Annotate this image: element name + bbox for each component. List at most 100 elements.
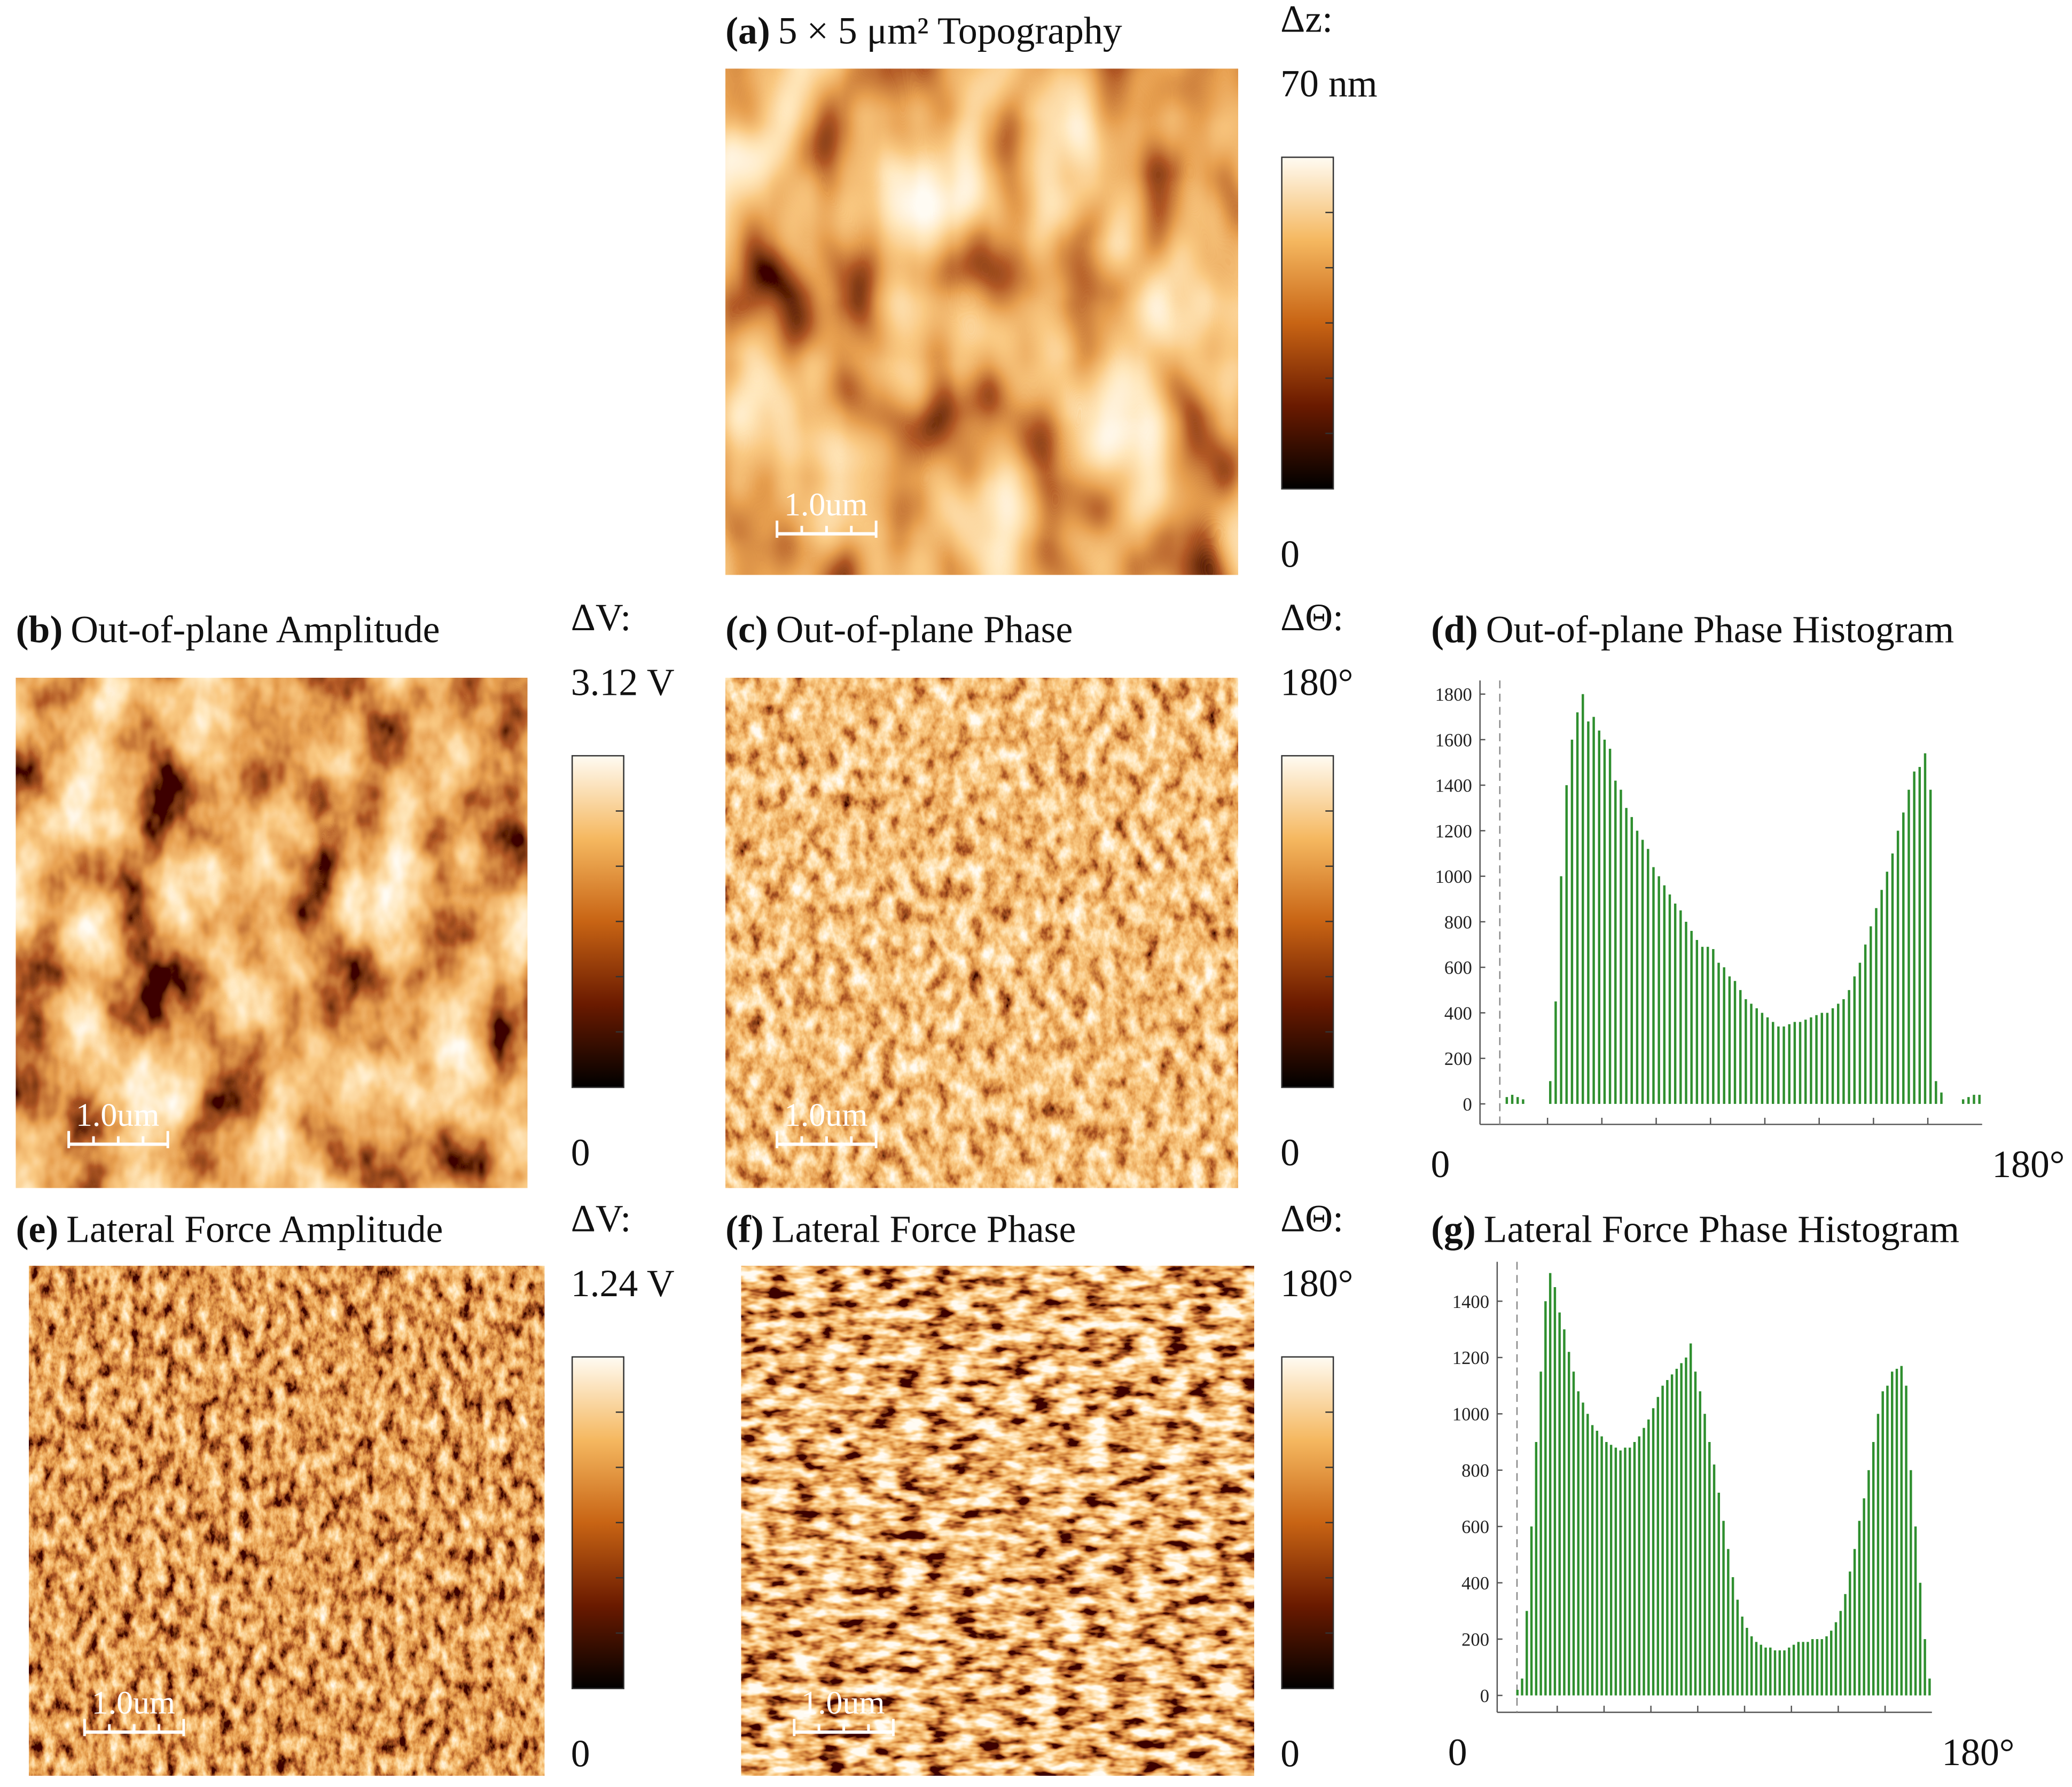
histogram-bar (1736, 1600, 1739, 1696)
histogram-bar (1858, 1520, 1861, 1696)
histogram-bar (1910, 1470, 1912, 1696)
histogram-bar (1792, 1644, 1795, 1696)
afm-image (741, 1266, 1254, 1776)
histogram-bar (1842, 999, 1845, 1104)
y-tick-label: 0 (1480, 1686, 1489, 1706)
histogram-bar (1799, 1022, 1802, 1104)
histogram-bar (1766, 1017, 1769, 1104)
histogram-bar (1587, 721, 1590, 1104)
panel-label: (b) (16, 608, 63, 650)
histogram-bar (1572, 1371, 1575, 1696)
color-bar (1281, 1356, 1334, 1689)
y-tick-label: 1000 (1452, 1405, 1489, 1425)
histogram-bar (1516, 1097, 1519, 1104)
histogram-bar (1811, 1639, 1814, 1696)
histogram-bar (1741, 1616, 1743, 1696)
panel-title-text: Out-of-plane Phase Histogram (1486, 608, 1954, 650)
histogram-bar (1522, 1099, 1524, 1104)
histogram-bar (1511, 1094, 1514, 1104)
histogram-bar (1876, 1414, 1880, 1696)
histogram-bar (1620, 789, 1622, 1104)
histogram-bar (1778, 1650, 1781, 1696)
histogram-bar (1544, 1301, 1547, 1696)
y-tick-label: 1200 (1452, 1348, 1489, 1368)
panel-title-text: 5 × 5 μm² Topography (778, 10, 1122, 52)
histogram-bar (1820, 1013, 1823, 1104)
color-bar (1281, 755, 1334, 1088)
histogram-bar (1586, 1414, 1589, 1696)
histogram-bar (1628, 1447, 1631, 1696)
histogram-bar (1598, 730, 1600, 1104)
histogram-bar (1844, 1594, 1847, 1696)
x-tick-label: 180° (1992, 1143, 2065, 1186)
histogram-bar (1755, 1642, 1758, 1696)
afm-image (725, 68, 1238, 575)
histogram-bar (1630, 817, 1633, 1104)
histogram-bar (1978, 1094, 1981, 1104)
histogram-bar (1853, 1549, 1856, 1696)
x-tick-label: 0 (1431, 1143, 1450, 1186)
panel-title: (f) Lateral Force Phase (725, 1208, 1076, 1250)
histogram-bar (1609, 1445, 1613, 1696)
histogram-bar (1853, 976, 1856, 1104)
histogram-bar (1614, 1447, 1617, 1696)
histogram-bar (1918, 767, 1921, 1104)
histogram-bar (1717, 1492, 1721, 1696)
histogram-bar (1516, 1689, 1519, 1696)
histogram-bar (1810, 1017, 1812, 1104)
histogram-bar (1849, 1571, 1851, 1696)
histogram-bar (1530, 1526, 1533, 1696)
scale-max: 3.12 V (571, 661, 675, 703)
histogram-bar (1830, 1631, 1833, 1696)
scale-bar-label: 1.0um (76, 1097, 159, 1133)
histogram-bar (1793, 1022, 1796, 1104)
histogram-bar (1761, 1013, 1764, 1104)
y-tick-label: 800 (1444, 912, 1472, 932)
panel-title: (a) 5 × 5 μm² Topography (725, 10, 1122, 52)
histogram-bar (1826, 1013, 1829, 1104)
histogram-bar (1679, 910, 1682, 1104)
histogram-bar (1565, 785, 1568, 1104)
histogram-bar (1771, 1022, 1774, 1104)
histogram-bar (1549, 1273, 1552, 1696)
y-tick-label: 600 (1444, 958, 1472, 978)
histogram-bar (1875, 908, 1878, 1104)
histogram-bar (1788, 1024, 1790, 1104)
histogram-bar (1553, 1287, 1557, 1696)
histogram-bar (1680, 1363, 1683, 1696)
histogram-bar (1802, 1642, 1804, 1696)
scale-bar-label: 1.0um (784, 487, 867, 523)
histogram-bar (1872, 1442, 1875, 1696)
histogram-bar (1886, 1385, 1889, 1696)
histogram-bar (1694, 1371, 1697, 1696)
histogram-bar (1717, 962, 1720, 1104)
histogram-bar (1505, 1097, 1508, 1104)
histogram-bar (1773, 1650, 1777, 1696)
histogram-bar (1896, 830, 1899, 1104)
histogram-bar (1633, 1442, 1636, 1696)
histogram-bar (1913, 771, 1915, 1104)
histogram-bar (1722, 1520, 1725, 1696)
histogram-bar (1614, 780, 1617, 1104)
y-tick-label: 1400 (1435, 776, 1472, 796)
scale-max: 1.24 V (571, 1262, 675, 1305)
histogram-bar (1816, 1639, 1819, 1696)
histogram-bar (1935, 1081, 1937, 1104)
histogram-bar (1641, 840, 1644, 1104)
histogram-bar (1863, 1498, 1865, 1696)
histogram-bar (1605, 1442, 1608, 1696)
histogram-bar (1703, 1414, 1706, 1696)
histogram-bar (1782, 1026, 1785, 1104)
histogram-bar (1619, 1450, 1622, 1696)
histogram-bar (1675, 1368, 1678, 1696)
panel-label: (c) (725, 608, 768, 650)
panel-title-text: Lateral Force Amplitude (66, 1208, 443, 1250)
histogram-bar (1652, 867, 1655, 1104)
histogram-bar (1554, 1001, 1557, 1104)
histogram-bar (1567, 1352, 1570, 1696)
scale-max: 180° (1280, 661, 1353, 703)
histogram-bar (1815, 1015, 1818, 1104)
y-tick-label: 1000 (1435, 867, 1472, 887)
histogram-bar (1582, 1402, 1584, 1696)
